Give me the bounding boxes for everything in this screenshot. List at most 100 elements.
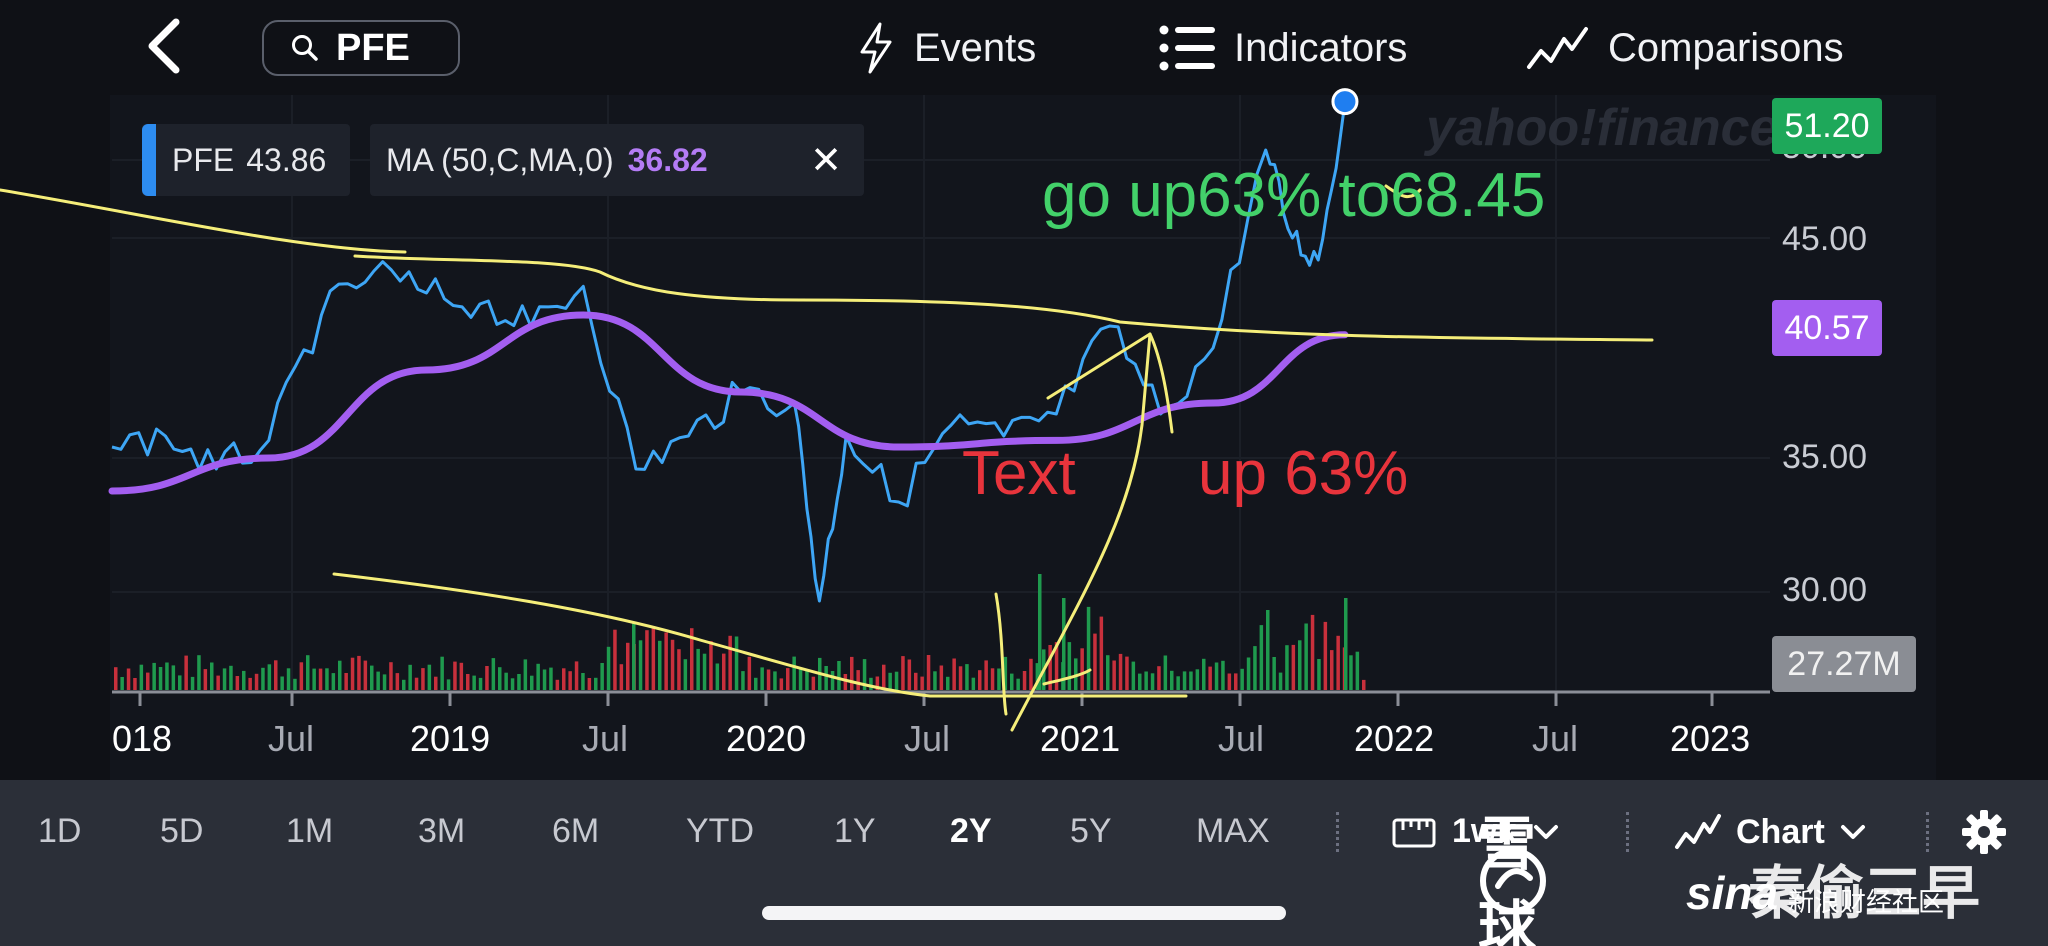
volume-bar xyxy=(1093,633,1097,690)
volume-bar xyxy=(1227,673,1232,690)
volume-bar xyxy=(357,655,361,690)
volume-bar xyxy=(779,678,784,690)
volume-bar xyxy=(1195,669,1200,690)
comparisons-button[interactable]: Comparisons xyxy=(1526,18,1844,78)
xueqiu-brand: 雪球 xyxy=(1478,812,1548,946)
chevron-down-icon xyxy=(1534,824,1559,839)
volume-bar xyxy=(331,673,336,690)
volume-bar xyxy=(574,661,579,690)
range-1d[interactable]: 1D xyxy=(38,812,82,850)
volume-bar xyxy=(1035,663,1040,690)
volume-bar xyxy=(190,676,195,690)
volume-bar xyxy=(414,677,419,690)
volume-bar xyxy=(568,671,572,690)
lightning-icon xyxy=(860,22,892,74)
settings-gear-icon[interactable] xyxy=(1960,808,2008,856)
volume-bar xyxy=(843,674,848,690)
ticker-search[interactable]: PFE xyxy=(262,20,460,76)
volume-bar xyxy=(696,648,700,690)
volume-bar xyxy=(427,664,432,690)
volume-bar xyxy=(1189,671,1193,690)
volume-bar xyxy=(306,655,310,690)
volume-bar xyxy=(286,668,291,690)
range-3m[interactable]: 3M xyxy=(418,812,466,850)
volume-bar xyxy=(114,667,118,690)
volume-bar xyxy=(536,663,540,690)
volume-bar xyxy=(856,670,860,690)
volume-bar xyxy=(517,674,521,690)
indicators-label: Indicators xyxy=(1234,25,1408,70)
pfe-legend-symbol: PFE xyxy=(172,141,235,178)
volume-bar xyxy=(1317,659,1321,690)
volume-bar xyxy=(171,665,176,690)
volume-bar xyxy=(741,671,745,690)
sina-logo-text: sina xyxy=(1686,867,1779,919)
volume-bar xyxy=(997,668,1001,690)
x-tick-label: 2020 xyxy=(726,718,807,759)
volume-bar xyxy=(555,679,560,690)
pfe-legend[interactable]: PFE 43.86 xyxy=(142,124,350,196)
x-tick-label: 2019 xyxy=(410,718,491,759)
chevron-down-icon xyxy=(1840,825,1865,839)
chart-type-selector[interactable]: Chart xyxy=(1674,812,1867,852)
volume-bar xyxy=(1003,656,1008,690)
x-tick-label: 2023 xyxy=(1670,718,1751,759)
x-tick-label: Jul xyxy=(904,718,951,759)
range-5y[interactable]: 5Y xyxy=(1070,812,1112,850)
x-tick-label: 2022 xyxy=(1354,718,1435,759)
ma-legend[interactable]: MA (50,C,MA,0) 36.82 ✕ xyxy=(370,124,864,196)
close-icon[interactable]: ✕ xyxy=(810,139,842,182)
range-1m[interactable]: 1M xyxy=(286,812,334,850)
volume-bar xyxy=(1038,574,1042,690)
volume-bar xyxy=(235,676,240,690)
volume-bar xyxy=(203,669,208,690)
ruler-icon xyxy=(1392,818,1436,847)
range-1y[interactable]: 1Y xyxy=(834,812,876,850)
ma-legend-label: MA (50,C,MA,0) xyxy=(386,141,614,178)
volume-bar xyxy=(734,636,739,690)
events-button[interactable]: Events xyxy=(856,18,1036,78)
volume-bar xyxy=(1163,655,1168,690)
volume-bar xyxy=(222,668,227,690)
volume-bar xyxy=(1355,651,1360,690)
volume-bar xyxy=(709,641,713,690)
volume-bar xyxy=(760,667,764,690)
volume-bar xyxy=(402,679,406,690)
volume-bar xyxy=(466,674,470,690)
indicators-button[interactable]: Indicators xyxy=(1158,18,1407,78)
volume-bar xyxy=(958,666,963,690)
annotation-trend-line xyxy=(0,188,407,254)
volume-bar xyxy=(946,676,950,690)
interval-selector[interactable]: 1wk xyxy=(1392,812,1560,851)
volume-bar xyxy=(267,664,272,690)
home-indicator[interactable] xyxy=(762,906,1286,920)
volume-bar xyxy=(1344,598,1348,690)
range-max[interactable]: MAX xyxy=(1196,812,1270,850)
volume-bar xyxy=(869,677,873,690)
annotation-triangle-right xyxy=(1148,332,1174,434)
range-2y[interactable]: 2Y xyxy=(950,812,992,850)
volume-bar xyxy=(1016,678,1020,690)
price-chart[interactable] xyxy=(0,0,2048,780)
volume-bar xyxy=(312,668,316,690)
volume-bar xyxy=(299,662,304,690)
ma-price-tag: 40.57 xyxy=(1772,300,1882,356)
back-chevron-icon[interactable] xyxy=(140,16,190,76)
volume-bar xyxy=(376,671,380,690)
volume-bar xyxy=(1278,672,1283,690)
volume-bar xyxy=(645,630,649,690)
y-tick-label: 45.00 xyxy=(1782,220,1868,258)
volume-bar xyxy=(165,662,169,690)
ticker-label: PFE xyxy=(336,26,410,69)
red-annotation-text: Text xyxy=(962,439,1076,508)
range-5d[interactable]: 5D xyxy=(160,812,204,850)
volume-bar xyxy=(677,649,681,690)
annotation-tick xyxy=(994,592,1008,716)
annotation-triangle-left xyxy=(1010,332,1152,732)
range-6m[interactable]: 6M xyxy=(552,812,600,850)
volume-bar xyxy=(952,658,956,690)
annotation-tick xyxy=(1042,668,1092,686)
volume-bar xyxy=(1080,648,1084,690)
volume-bar xyxy=(792,656,796,690)
range-ytd[interactable]: YTD xyxy=(686,812,754,850)
